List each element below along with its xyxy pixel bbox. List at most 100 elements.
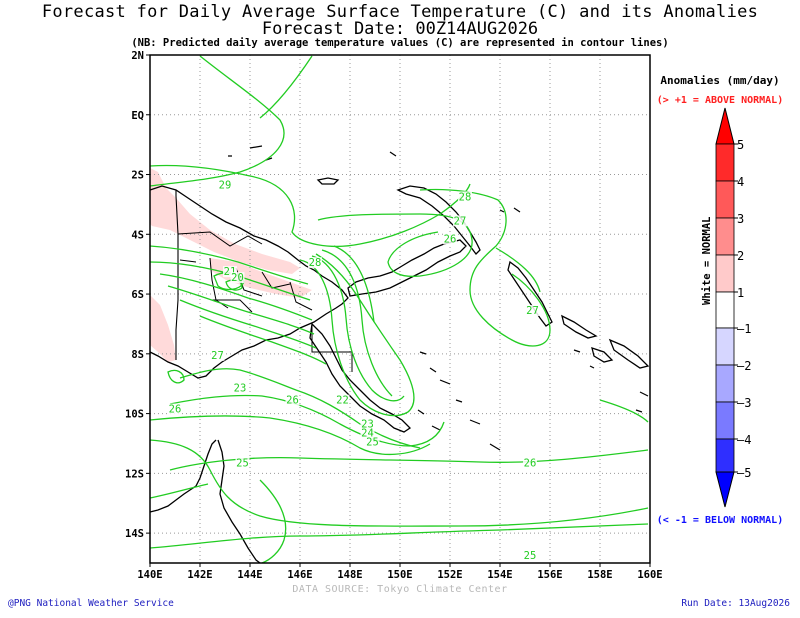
contour-label-bg <box>335 394 350 406</box>
lat-tick-label: 12S <box>125 468 144 480</box>
contour-label-bg <box>360 427 375 439</box>
contour-line <box>167 369 185 384</box>
lat-tick-label: 10S <box>125 409 144 421</box>
colorbar-1-2 <box>715 254 735 293</box>
contour-line <box>149 55 285 187</box>
colorbar-tick-label: –1 <box>737 322 751 336</box>
contour-label: 27 <box>454 215 467 227</box>
contour-label: 20 <box>231 272 244 284</box>
longitude-labels: 140E 142E 144E 146E 148E 150E 152E 154E 156E 158E… <box>137 563 663 581</box>
contour-line <box>495 247 541 293</box>
contour-note: (NB: Predicted daily average temperature… <box>131 37 669 49</box>
normal-label: White = NORMAL <box>701 216 713 305</box>
latitude-labels: 2N EQ 2S 4S 6S 8S 10S 12S 14S <box>125 50 150 540</box>
contour-label: 25 <box>524 550 537 562</box>
contour-line <box>149 523 649 549</box>
contour-label-bg <box>235 457 250 469</box>
chart-title: Forecast for Daily Average Surface Tempe… <box>41 2 759 22</box>
contour-label-bg <box>308 257 322 269</box>
lon-tick-label: 144E <box>237 569 262 581</box>
contour-label-bg <box>210 349 225 361</box>
colorbar-tick-label: 3 <box>737 212 744 226</box>
contour-label: 26 <box>169 404 182 416</box>
contour-label: 26 <box>286 395 299 407</box>
contour-label-bg <box>523 550 537 562</box>
contour-label-bg <box>365 436 380 448</box>
border-png-indonesia <box>175 190 179 360</box>
contour-label-bg <box>223 266 237 278</box>
contour-label-bg <box>458 191 472 203</box>
contour-line <box>179 368 421 449</box>
lon-tick-label: 146E <box>287 569 312 581</box>
lat-tick-label: 4S <box>131 229 144 241</box>
colorbar-labels: 5 4 3 2 1 –1 –2 –3 –4 –5 <box>734 138 751 480</box>
contour-label-bg <box>230 272 245 284</box>
lon-tick-label: 156E <box>537 569 562 581</box>
lat-tick-label: EQ <box>131 110 144 122</box>
data-source: DATA SOURCE: Tokyo Climate Center <box>292 584 508 595</box>
colorbar-m1-m2 <box>715 327 735 366</box>
lon-tick-label: 160E <box>637 569 662 581</box>
colorbar-tick-label: 1 <box>737 286 744 300</box>
credit-text: @PNG National Weather Service <box>8 598 174 609</box>
coastline-manus <box>316 177 340 185</box>
coastline-small-islands <box>228 145 649 451</box>
colorbar-top-arrow <box>715 107 735 145</box>
lon-tick-label: 154E <box>487 569 512 581</box>
contour-label: 26 <box>524 457 537 469</box>
colorbar-3-4 <box>715 180 735 219</box>
colorbar-tick-label: 5 <box>737 138 744 152</box>
contour-line <box>199 315 327 365</box>
coastline-papuan-peninsula <box>309 322 412 433</box>
contour-label: 27 <box>526 305 539 317</box>
contour-label: 25 <box>366 436 379 448</box>
above-normal-west-png <box>150 168 300 274</box>
colorbar-tick-label: 2 <box>737 249 744 263</box>
colorbar-tick-label: –3 <box>737 396 751 410</box>
colorbar-tick-label: –4 <box>737 433 751 447</box>
contour-line <box>299 253 415 417</box>
lon-tick-label: 140E <box>137 569 162 581</box>
colorbar-m4-m5 <box>715 438 735 473</box>
coastline-solomons <box>561 314 650 369</box>
lon-tick-label: 150E <box>387 569 412 581</box>
colorbar-tick-label: –2 <box>737 359 751 373</box>
contour-label-bg <box>285 394 300 406</box>
run-date: Run Date: 13Aug2026 <box>681 598 790 609</box>
lon-tick-label: 152E <box>437 569 462 581</box>
above-normal-southwest <box>150 295 176 362</box>
contour-label: 28 <box>309 257 322 269</box>
contour-line <box>169 394 445 447</box>
colorbar-m3-m4 <box>715 401 735 440</box>
contour-line <box>149 483 209 499</box>
contour-label: 22 <box>336 395 349 407</box>
contour-line <box>149 415 431 456</box>
below-normal-label: (< -1 = BELOW NORMAL) <box>656 515 784 526</box>
lat-tick-label: 2N <box>131 50 144 62</box>
contour-line <box>321 249 393 397</box>
contour-line <box>167 285 315 335</box>
colorbar-tick-label: –5 <box>737 466 751 480</box>
contour-label-bg <box>360 418 375 430</box>
contour-label-bg <box>443 233 457 245</box>
contour-label-bg <box>525 304 540 316</box>
contour-line <box>149 245 309 285</box>
forecast-date: Forecast Date: 00Z14AUG2026 <box>261 19 539 39</box>
lon-tick-label: 142E <box>187 569 212 581</box>
lon-tick-label: 158E <box>587 569 612 581</box>
contour-line <box>169 449 649 471</box>
contour-label-bg <box>453 215 467 227</box>
lon-tick-label: 148E <box>337 569 362 581</box>
contour-label: 23 <box>234 383 247 395</box>
colorbar-m2-m3 <box>715 364 735 403</box>
coastline-new-guinea <box>149 185 349 379</box>
contour-line <box>599 399 649 423</box>
lat-tick-label: 6S <box>131 289 144 301</box>
colorbar-normal <box>715 291 735 329</box>
colorbar-2-3 <box>715 217 735 256</box>
contour-label-bg <box>218 179 232 191</box>
colorbar-bottom-arrow <box>715 471 735 508</box>
contour-label-bg <box>523 457 537 469</box>
